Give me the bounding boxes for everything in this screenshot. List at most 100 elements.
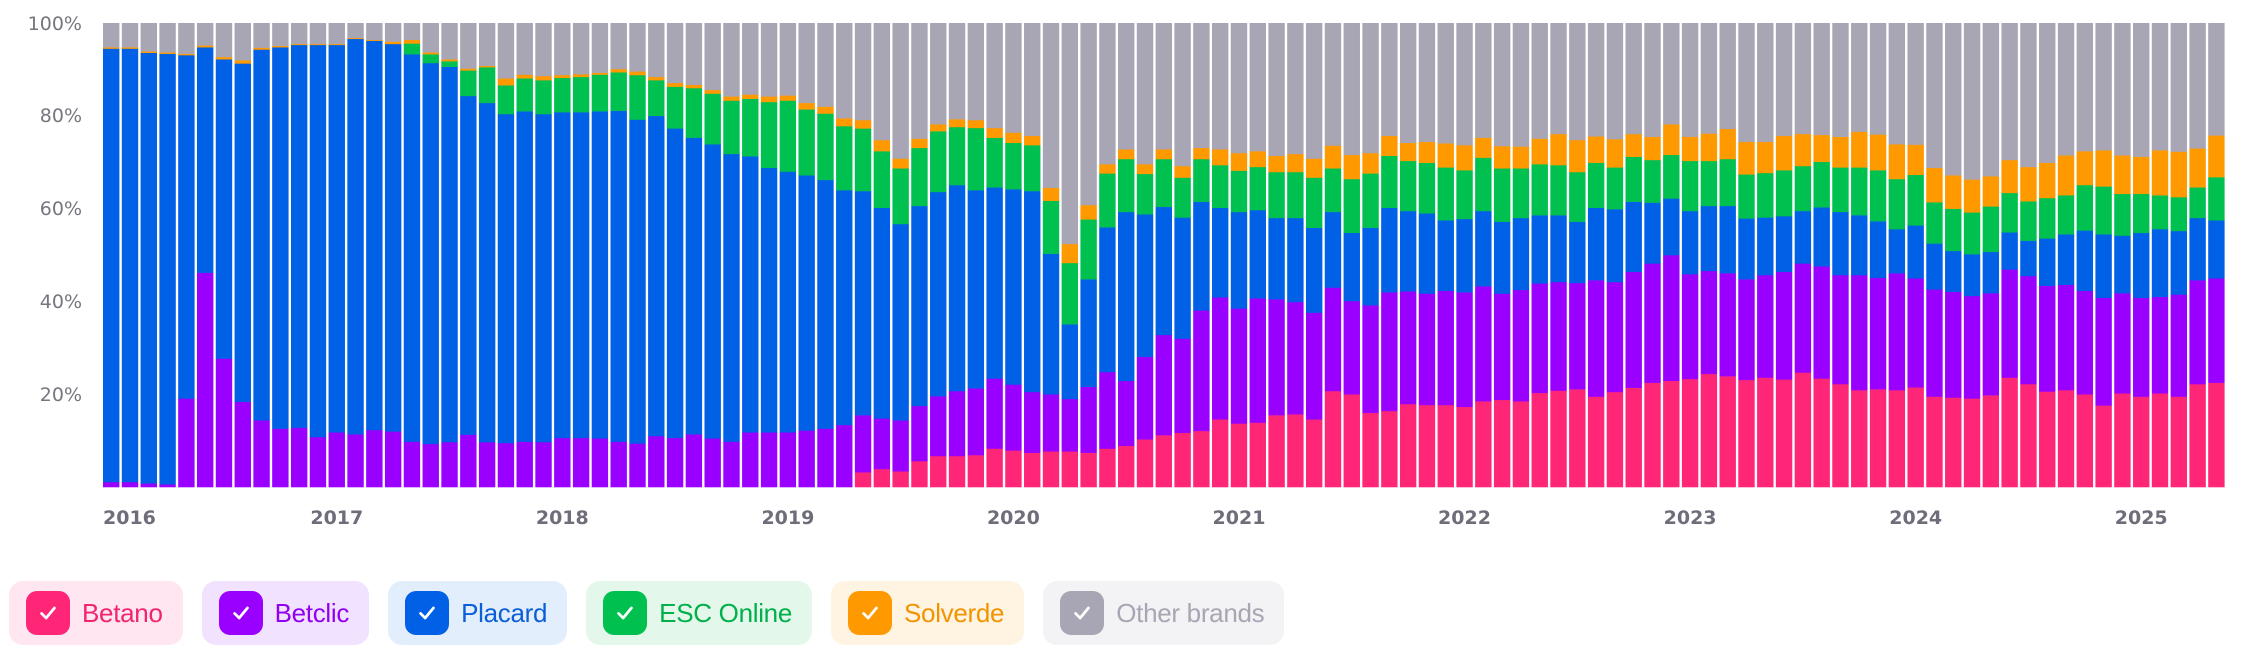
bar-2025-04 <box>2189 23 2206 488</box>
bar-segment-esc-online <box>1757 172 1774 218</box>
bar-segment-esc-online <box>610 72 627 111</box>
checkbox-checked[interactable] <box>218 591 263 635</box>
bar-segment-esc-online <box>1550 164 1567 216</box>
legend-item-betano[interactable]: Betano <box>9 581 183 645</box>
bar-segment-solverde <box>1606 139 1624 168</box>
bar-segment-other-brands <box>1381 23 1398 137</box>
bar-2017-07 <box>441 23 458 488</box>
bar-segment-esc-online <box>1024 145 1041 192</box>
bar-segment-betclic <box>403 441 421 488</box>
bar-segment-placard <box>1625 201 1642 272</box>
bar-segment-other-brands <box>516 23 533 75</box>
x-tick-label: 2017 <box>310 507 363 529</box>
bar-segment-placard <box>159 53 176 485</box>
bar-segment-betano <box>1061 451 1079 488</box>
bar-segment-esc-online <box>1193 158 1210 202</box>
bar-segment-betclic <box>272 428 289 488</box>
bar-segment-betano <box>1757 377 1774 488</box>
bar-segment-betclic <box>535 441 552 488</box>
bar-segment-betano <box>1268 415 1285 488</box>
bar-2021-12 <box>1437 23 1454 488</box>
bar-segment-betano <box>873 468 891 488</box>
checkbox-checked[interactable] <box>26 591 70 635</box>
bar-segment-betclic <box>1437 290 1454 406</box>
bar-segment-betclic <box>1268 299 1285 416</box>
bar-segment-other-brands <box>666 23 684 84</box>
bar-segment-placard <box>1569 221 1586 284</box>
bar-segment-betclic <box>309 436 327 488</box>
bar-segment-solverde <box>347 37 364 40</box>
bar-segment-other-brands <box>1681 23 1699 137</box>
bar-segment-betano <box>1174 432 1191 488</box>
bar-segment-other-brands <box>441 23 458 60</box>
bar-segment-other-brands <box>704 23 721 91</box>
bar-segment-esc-online <box>648 80 665 117</box>
bar-segment-betclic <box>2095 297 2112 406</box>
legend-item-esc-online[interactable]: ESC Online <box>586 581 812 645</box>
bar-segment-solverde <box>572 74 590 78</box>
bar-segment-other-brands <box>1399 23 1417 144</box>
bar-segment-esc-online <box>723 100 740 155</box>
bar-segment-placard <box>1324 211 1342 288</box>
bar-2023-11 <box>1869 23 1887 488</box>
bar-segment-solverde <box>798 102 815 110</box>
bar-segment-esc-online <box>1155 158 1172 208</box>
legend-item-solverde[interactable]: Solverde <box>831 581 1025 645</box>
bar-segment-solverde <box>1118 149 1135 160</box>
bar-2021-06 <box>1324 23 1342 488</box>
bar-2020-05 <box>1080 23 1097 488</box>
legend-item-placard[interactable]: Placard <box>388 581 568 645</box>
bar-segment-betclic <box>215 358 233 488</box>
bar-segment-other-brands <box>2189 23 2206 149</box>
bar-segment-betclic <box>948 390 966 457</box>
bar-segment-placard <box>1757 217 1774 276</box>
bar-segment-betclic <box>572 437 590 488</box>
bar-2024-08 <box>2039 23 2056 488</box>
bar-segment-other-brands <box>723 23 740 97</box>
bar-segment-other-brands <box>1625 23 1642 135</box>
bar-segment-esc-online <box>1493 168 1511 222</box>
bar-segment-esc-online <box>1888 178 1906 230</box>
legend-item-betclic[interactable]: Betclic <box>201 581 370 645</box>
bar-segment-esc-online <box>2151 195 2169 230</box>
bar-segment-other-brands <box>1005 23 1022 133</box>
bar-segment-placard <box>1869 221 1887 279</box>
bar-segment-solverde <box>1249 151 1266 168</box>
bar-segment-esc-online <box>948 126 966 186</box>
bar-segment-betclic <box>1099 371 1116 449</box>
check-icon <box>862 606 878 620</box>
bar-segment-esc-online <box>2114 193 2131 236</box>
bar-2022-12 <box>1663 23 1680 488</box>
y-tick-label: 100% <box>28 13 82 35</box>
bar-segment-placard <box>779 171 797 433</box>
bar-segment-solverde <box>1418 141 1436 163</box>
bar-segment-betclic <box>2076 290 2094 395</box>
bar-segment-esc-online <box>1061 262 1079 325</box>
bar-segment-other-brands <box>121 23 139 48</box>
bar-segment-esc-online <box>2001 192 2018 233</box>
bar-segment-solverde <box>422 52 439 55</box>
bar-2016-02 <box>121 23 139 488</box>
bar-2023-06 <box>1775 23 1793 488</box>
checkbox-checked[interactable] <box>603 591 648 635</box>
bar-segment-solverde <box>159 52 176 54</box>
bar-segment-other-brands <box>1982 23 2000 177</box>
bar-segment-solverde <box>554 74 571 79</box>
bar-2023-02 <box>1700 23 1718 488</box>
legend-item-other-brands[interactable]: Other brands <box>1043 581 1285 645</box>
bar-segment-other-brands <box>836 23 853 119</box>
bar-segment-placard <box>911 205 928 407</box>
bar-2024-12 <box>2114 23 2131 488</box>
bar-segment-betano <box>1456 406 1473 488</box>
bar-segment-esc-online <box>2133 193 2150 234</box>
bar-segment-betclic <box>1418 293 1436 406</box>
checkbox-checked[interactable] <box>848 591 892 635</box>
bar-segment-other-brands <box>1042 23 1060 189</box>
bar-segment-betclic <box>2133 297 2150 397</box>
checkbox-checked[interactable] <box>405 591 450 635</box>
bar-segment-betclic <box>648 435 665 488</box>
checkbox-checked[interactable] <box>1060 591 1105 635</box>
bar-segment-betano <box>2208 382 2225 488</box>
bar-segment-placard <box>441 66 458 443</box>
bar-segment-esc-online <box>1080 219 1097 280</box>
